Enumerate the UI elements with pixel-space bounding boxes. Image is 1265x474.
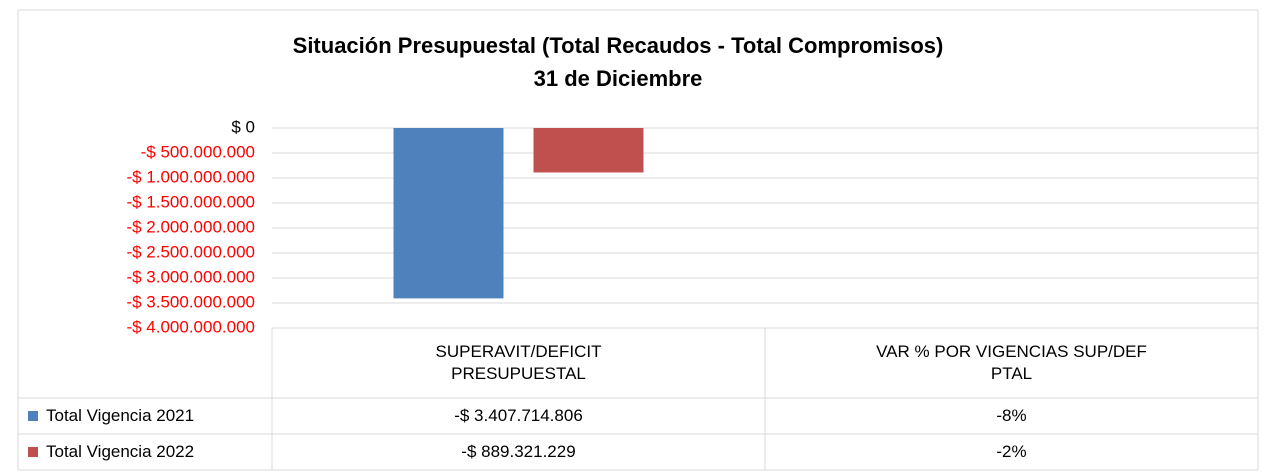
- legend-label: Total Vigencia 2022: [46, 442, 195, 461]
- chart-subtitle: 31 de Diciembre: [534, 66, 703, 91]
- legend-entry: Total Vigencia 2022: [18, 434, 272, 470]
- table-value: -2%: [996, 442, 1027, 461]
- chart-border: [17, 9, 1259, 471]
- y-tick-label: -$ 2.500.000.000: [126, 242, 255, 261]
- table-value: -$ 889.321.229: [461, 442, 576, 461]
- category-header: VAR % POR VIGENCIAS SUP/DEF PTAL: [765, 328, 1258, 398]
- y-tick-label: -$ 1.500.000.000: [126, 192, 255, 211]
- y-tick-label: $ 0: [231, 117, 255, 136]
- bar: [533, 128, 644, 173]
- y-tick-label: -$ 3.500.000.000: [126, 292, 255, 311]
- category-header: SUPERAVIT/DEFICIT PRESUPUESTAL: [272, 328, 765, 398]
- legend-label: Total Vigencia 2021: [46, 406, 195, 425]
- table-value: -8%: [996, 406, 1027, 425]
- legend-key: [28, 447, 38, 457]
- bar: [393, 128, 504, 299]
- y-tick-label: -$ 1.000.000.000: [126, 167, 255, 186]
- legend-key: [28, 411, 38, 421]
- category-label: VAR % POR VIGENCIAS SUP/DEF PTAL: [876, 342, 1147, 383]
- table-value: -$ 3.407.714.806: [454, 406, 583, 425]
- y-tick-label: -$ 4.000.000.000: [126, 317, 255, 336]
- category-label: SUPERAVIT/DEFICIT PRESUPUESTAL: [435, 342, 602, 383]
- y-tick-label: -$ 500.000.000: [141, 142, 255, 161]
- y-tick-label: -$ 2.000.000.000: [126, 217, 255, 236]
- y-tick-label: -$ 3.000.000.000: [126, 267, 255, 286]
- legend-entry: Total Vigencia 2021: [18, 398, 272, 434]
- chart-title: Situación Presupuestal (Total Recaudos -…: [293, 33, 944, 58]
